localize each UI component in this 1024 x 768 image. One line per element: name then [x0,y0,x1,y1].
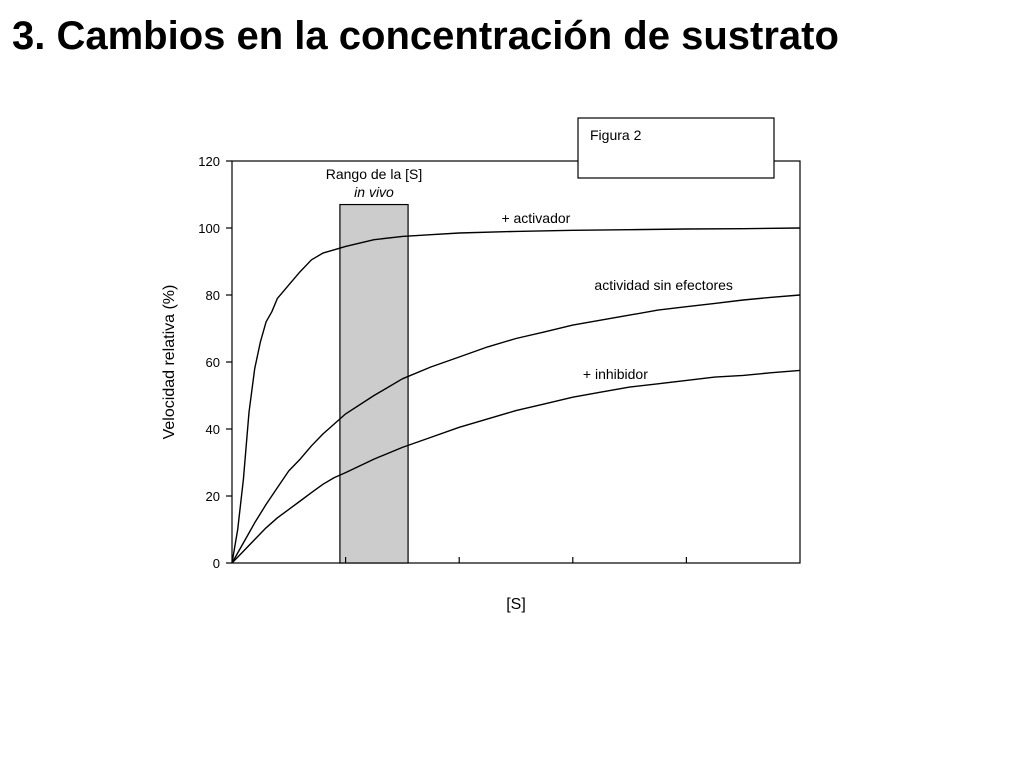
figure-label-frame [577,117,775,179]
y-tick-label-60: 60 [206,355,220,370]
x-axis-label: [S] [506,596,526,613]
y-tick-label-0: 0 [213,556,220,571]
range-label-line2: in vivo [354,184,394,200]
in-vivo-range-bar [339,203,409,564]
range-label-line1: Rango de la [S] [326,166,423,182]
slide-title: 3. Cambios en la concentración de sustra… [12,14,839,58]
y-tick-label-100: 100 [198,221,220,236]
curve-annotation-3: + inhibidor [583,366,648,382]
series-line-1 [231,227,801,564]
label-layer: Rango de la [S] in vivo + activador activid… [326,166,733,382]
series-layer [231,227,801,564]
in-vivo-range-layer [339,203,409,564]
axis-layer: 0 20 40 60 80 100 120 [198,154,688,571]
figure-label-box: Figura 2 [577,117,775,179]
y-tick-label-80: 80 [206,288,220,303]
series-line-2 [231,294,801,564]
y-axis-label: Velocidad relativa (%) [161,285,178,440]
series-line-3 [231,369,801,564]
y-tick-label-20: 20 [206,489,220,504]
curve-annotation-1: + activador [501,210,570,226]
y-tick-label-40: 40 [206,422,220,437]
curve-annotation-2: actividad sin efectores [594,277,733,293]
figure-label: Figura 2 [590,127,642,143]
y-tick-label-120: 120 [198,154,220,169]
